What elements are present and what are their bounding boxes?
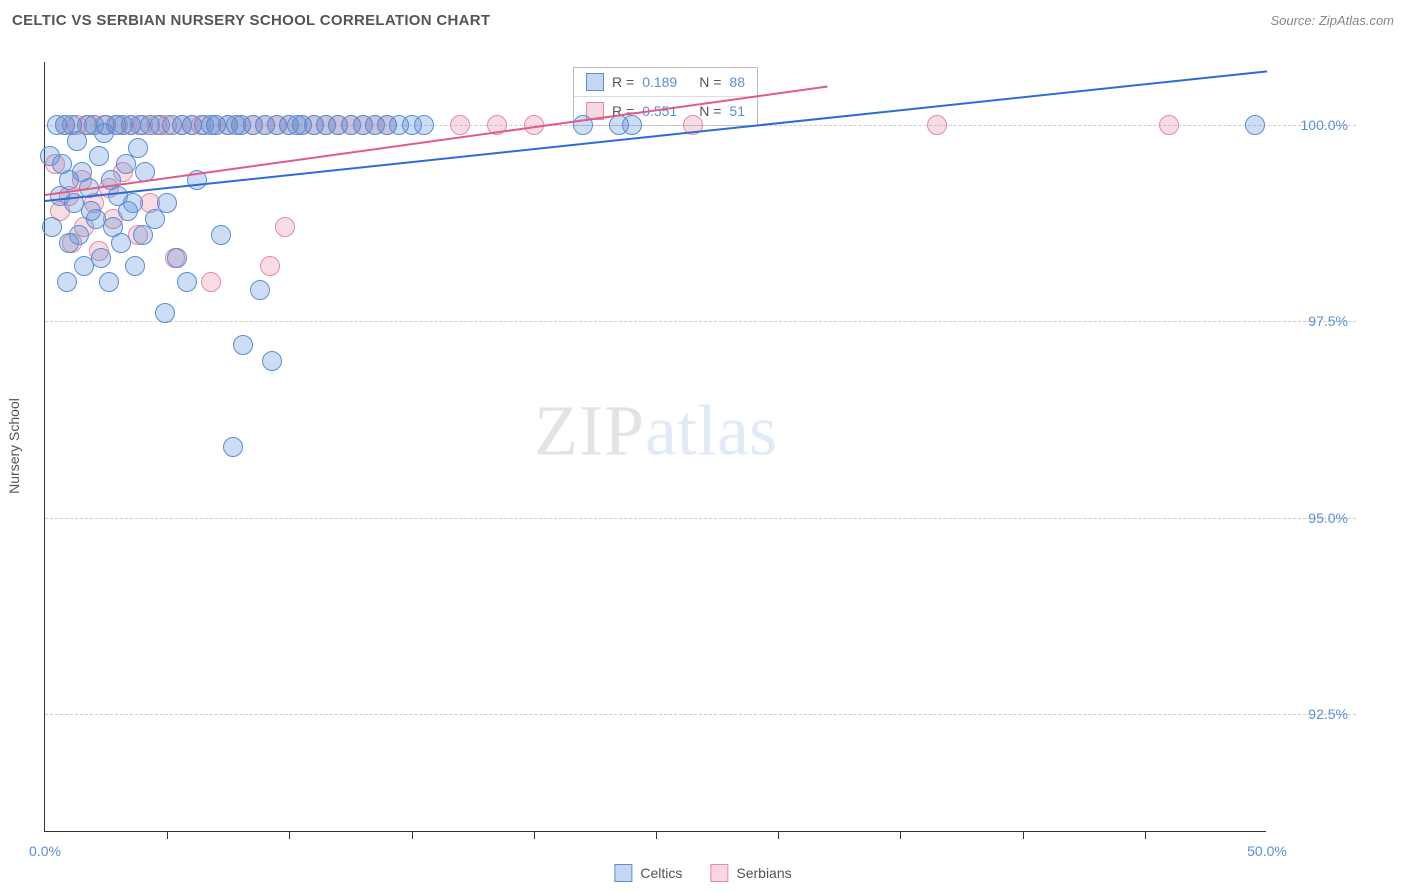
celtics-r-value: 0.189 bbox=[642, 74, 677, 90]
data-point-blue bbox=[155, 303, 175, 323]
data-point-blue bbox=[414, 115, 434, 135]
data-point-blue bbox=[177, 272, 197, 292]
data-point-blue bbox=[111, 233, 131, 253]
data-point-pink bbox=[927, 115, 947, 135]
data-point-blue bbox=[262, 351, 282, 371]
data-point-blue bbox=[250, 280, 270, 300]
data-point-blue bbox=[167, 248, 187, 268]
chart-title: CELTIC VS SERBIAN NURSERY SCHOOL CORRELA… bbox=[12, 12, 490, 29]
data-point-blue bbox=[128, 138, 148, 158]
y-tick-label: 92.5% bbox=[1308, 706, 1348, 722]
legend-item-celtics: Celtics bbox=[614, 864, 682, 882]
stat-row-serbians: R = 0.551 N = 51 bbox=[574, 97, 757, 125]
plot-area: ZIPatlas R = 0.189 N = 88 R = 0.551 N = … bbox=[44, 62, 1266, 832]
n-label: N = bbox=[699, 103, 721, 119]
stat-row-celtics: R = 0.189 N = 88 bbox=[574, 68, 757, 97]
r-label: R = bbox=[612, 74, 634, 90]
data-point-pink bbox=[275, 217, 295, 237]
x-tick bbox=[1145, 831, 1146, 839]
x-tick bbox=[412, 831, 413, 839]
legend-swatch-serbians bbox=[710, 864, 728, 882]
x-tick bbox=[1023, 831, 1024, 839]
n-label: N = bbox=[699, 74, 721, 90]
data-point-pink bbox=[260, 256, 280, 276]
gridline-h bbox=[45, 321, 1356, 322]
legend-swatch-celtics bbox=[614, 864, 632, 882]
source-attribution: Source: ZipAtlas.com bbox=[1270, 13, 1394, 28]
gridline-h bbox=[45, 714, 1356, 715]
data-point-blue bbox=[99, 272, 119, 292]
x-tick-label: 0.0% bbox=[29, 843, 61, 859]
data-point-blue bbox=[125, 256, 145, 276]
watermark-zip: ZIP bbox=[534, 391, 645, 471]
bottom-legend: Celtics Serbians bbox=[614, 864, 791, 882]
swatch-celtics bbox=[586, 73, 604, 91]
data-point-pink bbox=[201, 272, 221, 292]
serbians-n-value: 51 bbox=[729, 103, 745, 119]
trend-line-pink bbox=[45, 86, 827, 196]
data-point-blue bbox=[89, 146, 109, 166]
data-point-pink bbox=[1159, 115, 1179, 135]
legend-item-serbians: Serbians bbox=[710, 864, 791, 882]
legend-label-serbians: Serbians bbox=[736, 865, 791, 881]
x-tick bbox=[778, 831, 779, 839]
x-tick bbox=[534, 831, 535, 839]
gridline-h bbox=[45, 518, 1356, 519]
x-tick-label: 50.0% bbox=[1247, 843, 1287, 859]
y-axis-label: Nursery School bbox=[6, 398, 22, 494]
y-tick-label: 100.0% bbox=[1301, 117, 1348, 133]
data-point-blue bbox=[69, 225, 89, 245]
y-tick-label: 95.0% bbox=[1308, 510, 1348, 526]
data-point-blue bbox=[91, 248, 111, 268]
data-point-blue bbox=[57, 272, 77, 292]
watermark-atlas: atlas bbox=[645, 391, 777, 471]
data-point-blue bbox=[1245, 115, 1265, 135]
watermark: ZIPatlas bbox=[534, 390, 777, 473]
data-point-blue bbox=[622, 115, 642, 135]
x-tick bbox=[900, 831, 901, 839]
data-point-blue bbox=[223, 437, 243, 457]
chart-header: CELTIC VS SERBIAN NURSERY SCHOOL CORRELA… bbox=[12, 12, 1394, 29]
data-point-blue bbox=[211, 225, 231, 245]
x-tick bbox=[167, 831, 168, 839]
data-point-pink bbox=[450, 115, 470, 135]
y-tick-label: 97.5% bbox=[1308, 313, 1348, 329]
legend-label-celtics: Celtics bbox=[640, 865, 682, 881]
data-point-blue bbox=[42, 217, 62, 237]
x-tick bbox=[656, 831, 657, 839]
data-point-blue bbox=[123, 193, 143, 213]
data-point-blue bbox=[157, 193, 177, 213]
data-point-blue bbox=[233, 335, 253, 355]
celtics-n-value: 88 bbox=[729, 74, 745, 90]
x-tick bbox=[289, 831, 290, 839]
